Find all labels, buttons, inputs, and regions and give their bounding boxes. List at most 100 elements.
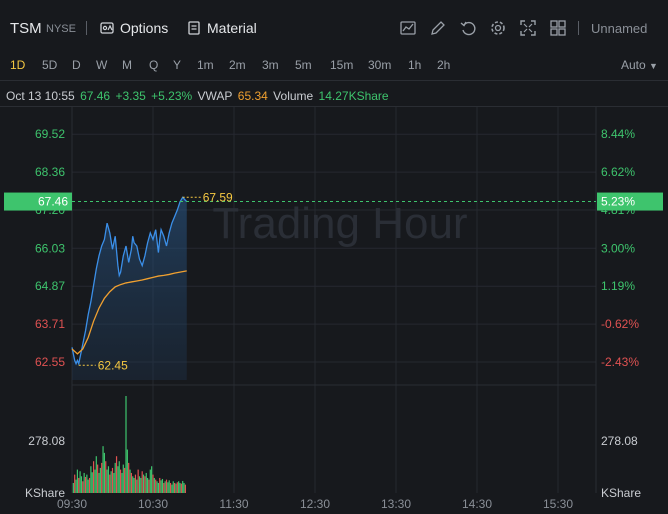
high-label: 67.59 <box>203 190 233 204</box>
gear-icon[interactable] <box>489 19 507 37</box>
volume-bar <box>78 477 80 493</box>
options-button[interactable]: Options <box>100 20 168 36</box>
price-tick-label: 66.03 <box>35 241 65 255</box>
volume-value: 14.27KShare <box>318 89 389 103</box>
volume-bar <box>107 466 110 493</box>
volume-bar <box>138 476 141 493</box>
undo-icon[interactable] <box>459 19 477 37</box>
vwap-line <box>71 270 187 355</box>
volume-label: Volume <box>273 89 314 103</box>
layout-grid-icon[interactable] <box>549 19 567 37</box>
volume-bar <box>103 452 105 493</box>
time-tick-label: 12:30 <box>300 497 330 511</box>
volume-bar <box>149 469 151 493</box>
volume-bar <box>132 476 134 493</box>
volume-unit-label: KShare <box>601 486 641 500</box>
timeframe-2m[interactable]: 2m <box>229 58 246 72</box>
volume-bar <box>105 461 107 493</box>
time-tick-label: 11:30 <box>219 497 248 511</box>
volume-bar <box>136 479 138 493</box>
volume-bar <box>93 461 95 493</box>
timeframe-1m[interactable]: 1m <box>197 58 214 72</box>
volume-unit-label: KShare <box>25 486 65 500</box>
volume-bar <box>122 464 124 493</box>
fullscreen-icon[interactable] <box>519 19 537 37</box>
volume-bar <box>175 483 177 493</box>
volume-bar <box>128 462 130 493</box>
volume-bar <box>172 481 174 493</box>
volume-bar <box>115 456 118 493</box>
volume-bar <box>76 469 78 493</box>
volume-bar <box>161 478 164 493</box>
volume-bar <box>152 474 154 493</box>
timeframe-m[interactable]: M <box>122 58 132 72</box>
volume-bar <box>148 479 150 493</box>
volume-bar <box>126 449 128 493</box>
chart-type-icon[interactable] <box>399 19 417 37</box>
layout-name-dropdown[interactable]: Unnamed <box>591 21 648 36</box>
volume-bar <box>134 474 137 493</box>
timeframe-5d[interactable]: 5D <box>42 58 58 72</box>
volume-bar <box>167 482 169 493</box>
draw-pen-icon[interactable] <box>429 19 447 37</box>
timeframe-3m[interactable]: 3m <box>262 58 279 72</box>
quote-info-line: Oct 13 10:55 67.46 +3.35 +5.23% VWAP 65.… <box>6 89 391 103</box>
volume-bar <box>88 477 91 493</box>
current-price-tag <box>4 192 72 211</box>
price-tick-label: 63.71 <box>35 317 65 331</box>
volume-bar <box>98 472 100 493</box>
volume-bar <box>145 472 147 493</box>
volume-bar <box>178 481 180 493</box>
volume-bar <box>86 474 88 493</box>
volume-bar <box>163 482 165 493</box>
current-pct-label: 5.23% <box>601 195 635 209</box>
options-label: Options <box>120 20 169 36</box>
volume-bar <box>155 479 157 493</box>
timeframe-1d[interactable]: 1D <box>10 58 26 72</box>
volume-bar <box>120 469 122 493</box>
timeframe-1h[interactable]: 1h <box>408 58 422 72</box>
quote-datetime: Oct 13 10:55 <box>6 89 75 103</box>
quote-change-pct: +5.23% <box>151 89 193 103</box>
material-button[interactable]: Material <box>187 20 257 36</box>
percent-tick-label: 3.00% <box>601 241 635 255</box>
scale-mode-dropdown[interactable]: Auto ▼ <box>621 58 658 72</box>
current-price-label: 67.46 <box>38 195 68 209</box>
volume-bar <box>160 480 162 493</box>
volume-bar <box>101 462 103 493</box>
volume-bar <box>75 479 77 493</box>
timeframe-w[interactable]: W <box>96 58 108 72</box>
volume-bar <box>168 480 170 493</box>
timeframe-q[interactable]: Q <box>149 58 159 72</box>
volume-bar <box>117 466 119 493</box>
volume-bar <box>169 482 172 493</box>
volume-bar <box>97 464 99 493</box>
current-pct-tag <box>597 192 663 211</box>
price-line <box>71 196 188 366</box>
timeframe-15m[interactable]: 15m <box>330 58 354 72</box>
quote-price: 67.46 <box>80 89 111 103</box>
volume-bar <box>99 467 101 493</box>
timeframe-d[interactable]: D <box>72 58 81 72</box>
volume-bar <box>141 471 143 493</box>
volume-bar <box>159 477 161 493</box>
volume-bar <box>82 481 84 493</box>
chevron-down-icon: ▼ <box>649 61 658 71</box>
volume-bar <box>80 476 83 493</box>
volume-bar <box>95 456 97 493</box>
price-area <box>72 197 187 380</box>
timeframe-y[interactable]: Y <box>173 58 182 72</box>
symbol-ticker[interactable]: TSM <box>10 20 42 37</box>
volume-bar <box>113 472 115 493</box>
timeframe-30m[interactable]: 30m <box>368 58 392 72</box>
volume-bar <box>180 483 182 493</box>
percent-tick-label: 8.44% <box>601 127 635 141</box>
volume-bar <box>110 471 112 493</box>
timeframe-5m[interactable]: 5m <box>295 58 312 72</box>
volume-bar <box>179 482 181 493</box>
volume-bar <box>174 482 176 493</box>
timeframe-2h[interactable]: 2h <box>437 58 451 72</box>
volume-bar <box>87 479 89 493</box>
volume-bar <box>164 481 166 493</box>
